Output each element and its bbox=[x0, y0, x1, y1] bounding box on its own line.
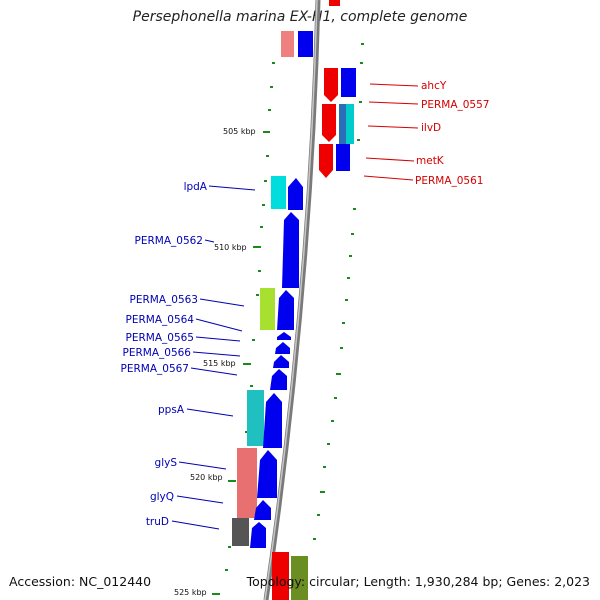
gene-PERMA_0563-box[interactable] bbox=[260, 288, 275, 330]
scale-label-520: 520 kbp bbox=[190, 473, 223, 482]
label-PERMA_0561[interactable]: PERMA_0561 bbox=[415, 175, 483, 187]
scale-ticks bbox=[212, 131, 270, 595]
map-title: Persephonella marina EX-H1, complete gen… bbox=[132, 9, 468, 25]
gene-glyS[interactable] bbox=[257, 450, 277, 498]
gene-bottom-olive[interactable] bbox=[291, 556, 308, 600]
gene-truD-box[interactable] bbox=[232, 518, 249, 546]
scale-label-525: 525 kbp bbox=[174, 588, 207, 597]
scale-label-515: 515 kbp bbox=[203, 359, 236, 368]
reverse-strand-genes bbox=[319, 68, 356, 178]
label-PERMA_0565[interactable]: PERMA_0565 bbox=[126, 332, 194, 344]
gene-metK[interactable] bbox=[319, 144, 333, 178]
gene-ilvD-b[interactable] bbox=[346, 104, 354, 144]
label-glyQ[interactable]: glyQ bbox=[150, 491, 174, 503]
gene-PERMA_0561[interactable] bbox=[336, 144, 350, 171]
gene-top-pink[interactable] bbox=[281, 31, 294, 57]
forward-strand-genes bbox=[232, 176, 303, 548]
gene-PERMA_0565[interactable] bbox=[275, 342, 290, 354]
left-label-lines bbox=[171, 185, 256, 530]
gene-bottom-reverse[interactable] bbox=[272, 552, 289, 600]
label-truD[interactable]: truD bbox=[146, 516, 169, 528]
label-PERMA_0566[interactable]: PERMA_0566 bbox=[123, 347, 192, 359]
outer-tick-track bbox=[313, 43, 364, 540]
gene-top-reverse[interactable] bbox=[329, 0, 340, 6]
right-label-lines bbox=[363, 83, 419, 181]
label-glyS[interactable]: glyS bbox=[155, 457, 178, 469]
label-PERMA_0563[interactable]: PERMA_0563 bbox=[130, 294, 198, 306]
scale-label-510: 510 kbp bbox=[214, 243, 247, 252]
label-ahcY[interactable]: ahcY bbox=[421, 80, 447, 92]
label-PERMA_0562[interactable]: PERMA_0562 bbox=[135, 235, 203, 247]
label-ilvD[interactable]: ilvD bbox=[421, 122, 441, 134]
accession-text: Accession: NC_012440 bbox=[9, 574, 152, 589]
gene-PERMA_0564[interactable] bbox=[277, 332, 291, 340]
gene-ppsA[interactable] bbox=[263, 393, 282, 448]
gene-ilvD[interactable] bbox=[322, 104, 336, 142]
label-metK[interactable]: metK bbox=[416, 155, 445, 167]
label-PERMA_0564[interactable]: PERMA_0564 bbox=[126, 314, 195, 326]
gene-PERMA_0562[interactable] bbox=[282, 212, 299, 288]
gene-glyQ[interactable] bbox=[254, 500, 271, 520]
scale-label-505: 505 kbp bbox=[223, 127, 256, 136]
gene-ahcY-companion[interactable] bbox=[341, 68, 356, 97]
gene-PERMA_0563[interactable] bbox=[277, 290, 294, 330]
gene-ppsA-box[interactable] bbox=[247, 390, 264, 446]
gene-lpdA-box[interactable] bbox=[271, 176, 286, 209]
genome-backbone bbox=[263, 0, 321, 600]
genome-stats-text: Topology: circular; Length: 1,930,284 bp… bbox=[246, 574, 590, 589]
label-PERMA_0567[interactable]: PERMA_0567 bbox=[121, 363, 189, 375]
gene-lpdA[interactable] bbox=[288, 178, 303, 210]
gene-glyS-box[interactable] bbox=[237, 448, 257, 518]
gene-ahcY[interactable] bbox=[324, 68, 338, 102]
label-lpdA[interactable]: lpdA bbox=[184, 181, 208, 193]
gene-PERMA_0566[interactable] bbox=[273, 355, 289, 368]
gene-ilvD-a[interactable] bbox=[339, 104, 346, 144]
label-PERMA_0557[interactable]: PERMA_0557 bbox=[421, 99, 489, 111]
label-ppsA[interactable]: ppsA bbox=[158, 404, 185, 416]
gene-top-forward[interactable] bbox=[298, 31, 313, 57]
gene-truD[interactable] bbox=[250, 522, 266, 548]
gene-PERMA_0567[interactable] bbox=[270, 369, 287, 390]
